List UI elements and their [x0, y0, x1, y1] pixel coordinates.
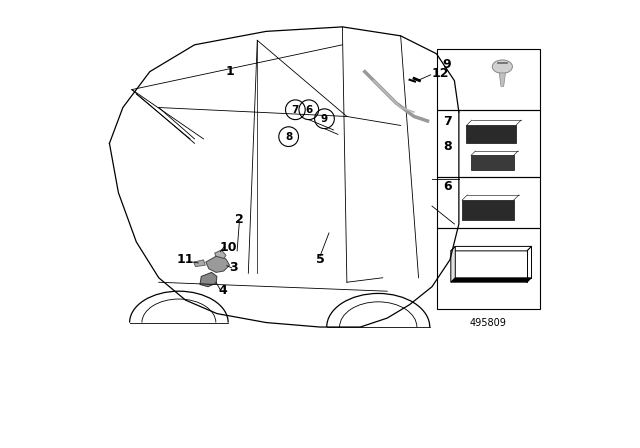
- Text: 7: 7: [443, 115, 451, 129]
- Polygon shape: [214, 250, 226, 259]
- Text: 8: 8: [285, 132, 292, 142]
- Text: 6: 6: [443, 180, 451, 193]
- Polygon shape: [451, 278, 531, 282]
- Text: 3: 3: [230, 261, 238, 275]
- Polygon shape: [205, 256, 230, 272]
- Text: 8: 8: [443, 140, 451, 153]
- Text: 495809: 495809: [470, 318, 507, 327]
- Polygon shape: [451, 246, 455, 282]
- Text: 5: 5: [316, 253, 324, 267]
- Polygon shape: [200, 272, 217, 287]
- Polygon shape: [451, 246, 531, 251]
- Text: 6: 6: [305, 105, 312, 115]
- Text: 9: 9: [443, 58, 451, 71]
- Text: 11: 11: [177, 253, 195, 267]
- Text: 4: 4: [218, 284, 227, 297]
- Text: 1: 1: [226, 65, 235, 78]
- FancyBboxPatch shape: [467, 125, 516, 143]
- Polygon shape: [499, 73, 506, 86]
- Text: 12: 12: [431, 67, 449, 81]
- Text: 7: 7: [292, 105, 299, 115]
- Text: 10: 10: [220, 241, 237, 254]
- Text: 9: 9: [321, 114, 328, 124]
- Ellipse shape: [492, 60, 513, 73]
- Text: 2: 2: [235, 213, 244, 226]
- FancyBboxPatch shape: [471, 155, 513, 170]
- Polygon shape: [194, 260, 205, 267]
- FancyBboxPatch shape: [462, 200, 513, 220]
